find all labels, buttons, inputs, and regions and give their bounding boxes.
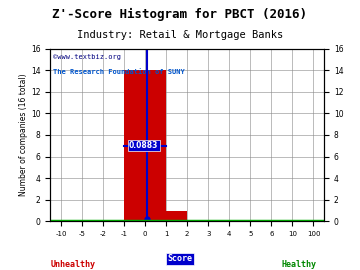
- Text: Score: Score: [167, 254, 193, 263]
- Text: 0.0883: 0.0883: [129, 141, 158, 150]
- Text: Healthy: Healthy: [282, 260, 317, 269]
- Bar: [124, 70, 166, 221]
- Y-axis label: Number of companies (16 total): Number of companies (16 total): [19, 74, 28, 196]
- Text: ©www.textbiz.org: ©www.textbiz.org: [53, 54, 121, 60]
- Bar: [166, 211, 187, 221]
- Text: The Research Foundation of SUNY: The Research Foundation of SUNY: [53, 69, 185, 75]
- Text: Unhealthy: Unhealthy: [50, 260, 95, 269]
- Text: Industry: Retail & Mortgage Banks: Industry: Retail & Mortgage Banks: [77, 30, 283, 40]
- Text: Z'-Score Histogram for PBCT (2016): Z'-Score Histogram for PBCT (2016): [53, 8, 307, 21]
